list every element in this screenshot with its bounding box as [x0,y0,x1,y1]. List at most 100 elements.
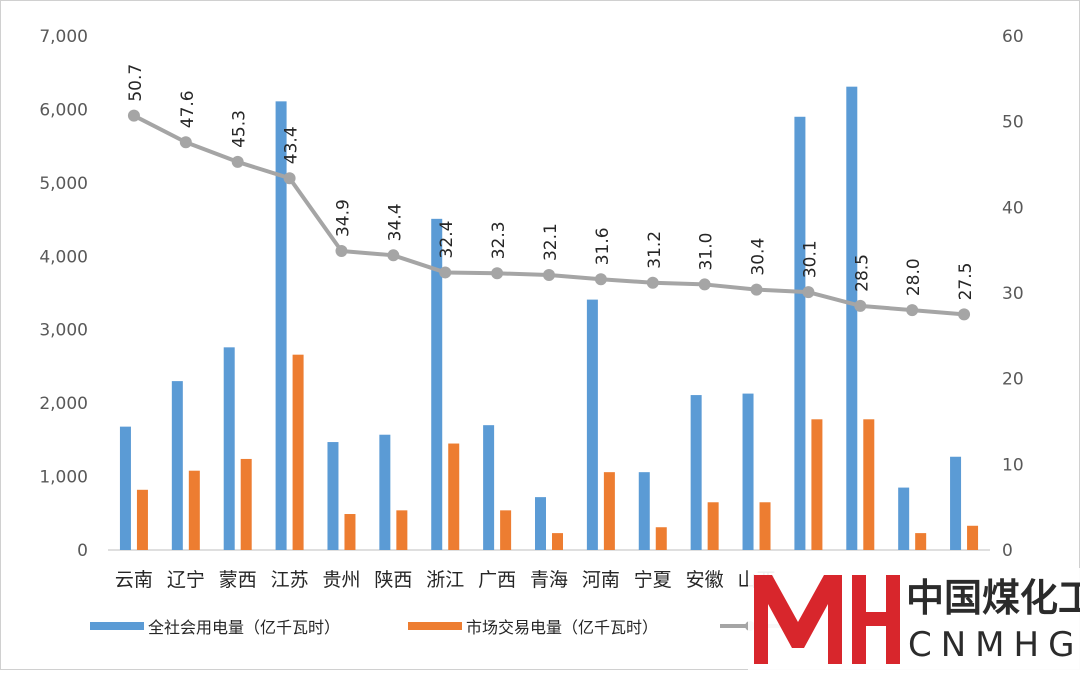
bar-market-trade [448,443,460,550]
bar-total-consumption [483,425,495,550]
line-data-label: 32.3 [489,221,509,259]
category-label: 宁夏 [634,569,672,591]
right-axis: 0 10 20 30 40 50 60 [1002,27,1024,561]
bar-market-trade [552,533,563,550]
line-point [750,283,763,296]
bar-total-consumption [223,347,235,550]
bar-market-trade [396,510,408,550]
bar-market-trade [655,527,667,550]
category-label: 河南 [582,569,620,591]
line-data-label: 28.5 [852,254,872,292]
bar-total-consumption [431,218,443,550]
category-label: 广西 [478,569,516,591]
category-label: 蒙西 [219,569,257,591]
bar-market-trade [967,525,979,550]
category-label: 江苏 [271,569,309,591]
bar-total-consumption [638,472,650,550]
legend-swatch-total-consumption [90,622,144,630]
bar-total-consumption [846,86,858,550]
right-axis-tick-label: 20 [1002,370,1024,390]
bar-total-consumption [379,434,391,550]
line-point [387,249,400,262]
line-data-label: 45.3 [230,110,250,148]
bar-total-consumption [535,497,546,550]
line-point [179,136,192,149]
left-axis-tick-label: 7,000 [39,27,88,47]
bar-market-trade [603,472,615,550]
category-label: 青海 [530,569,568,591]
category-label: 安徽 [686,569,724,591]
bar-market-trade [707,502,719,550]
right-axis-tick-label: 40 [1002,198,1024,218]
line-point [439,266,452,279]
line-data-label: 34.4 [385,203,405,241]
category-label: 贵州 [322,569,360,591]
right-axis-tick-label: 10 [1002,455,1024,475]
right-axis-tick-label: 60 [1002,27,1024,47]
bar-market-trade [188,470,200,550]
left-axis: 0 1,000 2,000 3,000 4,000 5,000 6,000 7,000 [39,27,88,561]
line-data-label: 50.7 [126,64,146,102]
line-point [594,273,607,286]
line-data-label: 31.2 [645,231,665,269]
line-data-label: 47.6 [178,90,198,128]
bar-total-consumption [171,381,183,550]
bar-total-consumption [690,395,702,550]
line-point [698,278,711,291]
line-data-label: 30.1 [800,240,820,278]
line-point [854,299,867,312]
bar-total-consumption [950,456,962,550]
bar-total-consumption [586,299,598,550]
category-labels: 云南辽宁蒙西江苏贵州陕西浙江广西青海河南宁夏安徽山西 [115,569,776,591]
bar-series [119,86,979,551]
bar-total-consumption [119,426,131,550]
line-data-label: 34.9 [333,199,353,237]
bar-market-trade [136,489,148,550]
left-axis-tick-label: 4,000 [39,247,88,267]
line-point [491,267,504,280]
bar-market-trade [915,533,927,550]
category-label: 浙江 [426,569,464,591]
mh-logo-mark [754,575,900,664]
left-axis-tick-label: 5,000 [39,174,88,194]
category-label: 云南 [115,569,153,591]
line-data-labels: 50.7 47.6 45.3 43.4 34.9 34.4 32.4 32.3 32.1 31.6… [126,64,976,301]
category-label: 辽宁 [167,569,205,591]
line-point [127,109,140,122]
bar-market-trade [240,458,252,550]
right-axis-tick-label: 30 [1002,284,1024,304]
bar-market-trade [811,419,823,550]
bar-total-consumption [742,393,754,550]
line-point [543,269,555,282]
bar-market-trade [344,514,356,550]
line-data-label: 31.0 [697,233,717,271]
left-axis-tick-label: 1,000 [39,468,88,488]
line-data-label: 32.4 [437,221,457,259]
left-axis-tick-label: 2,000 [39,394,88,414]
line-point [802,286,815,299]
line-point [906,304,919,317]
line-data-label: 27.5 [956,263,976,301]
bar-market-trade [292,354,304,550]
bar-market-trade [863,419,875,550]
line-series [127,109,971,321]
bar-total-consumption [275,101,287,550]
category-label: 陕西 [374,569,412,591]
line-point [231,155,244,168]
bar-market-trade [759,502,771,550]
left-axis-tick-label: 3,000 [39,321,88,341]
line-data-label: 28.0 [904,258,924,296]
legend-label-market-trade: 市场交易电量（亿千瓦时） [466,618,658,637]
left-axis-tick-label: 6,000 [39,100,88,120]
right-axis-tick-label: 0 [1002,541,1013,561]
watermark-brand-en: CNMHG [908,625,1080,665]
legend-label-total-consumption: 全社会用电量（亿千瓦时） [148,618,340,637]
line-point [958,308,971,321]
right-axis-tick-label: 50 [1002,113,1024,133]
line-data-label: 32.1 [541,223,561,261]
legend-swatch-market-trade [408,622,462,630]
line-point [646,276,659,289]
watermark-brand-cn: 中国煤化工 [906,576,1080,620]
